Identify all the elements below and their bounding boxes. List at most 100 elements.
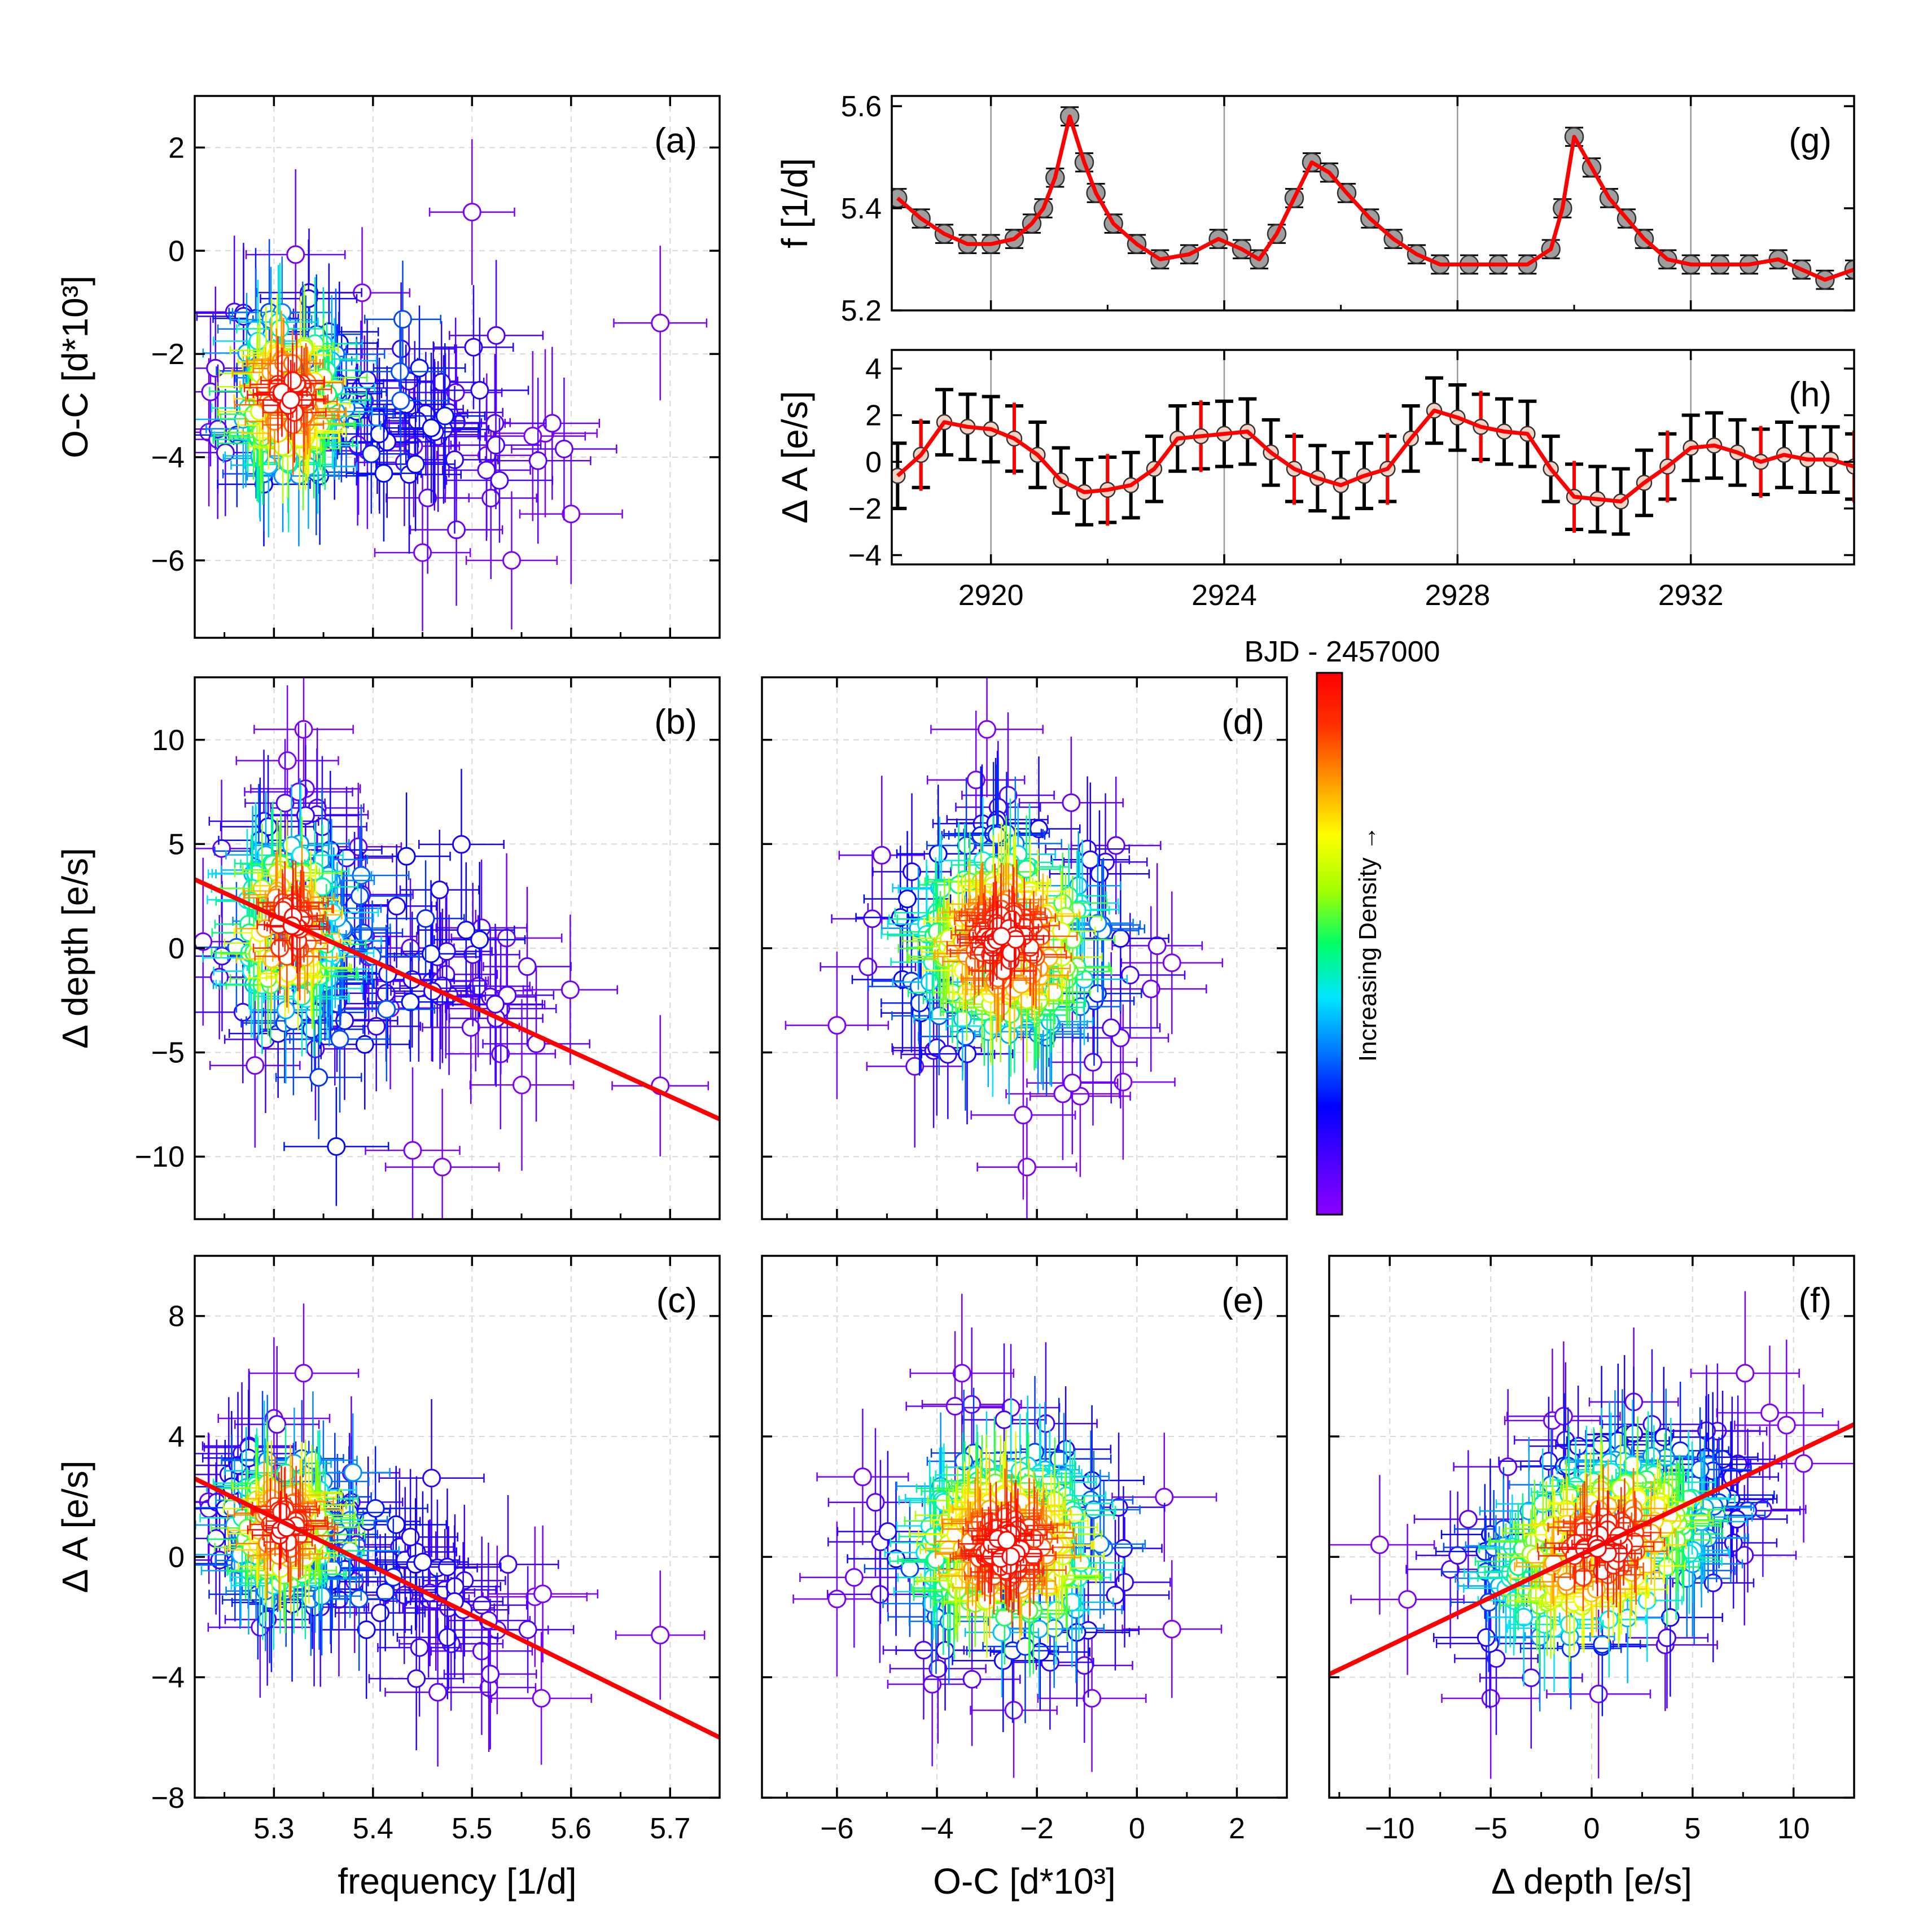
data-point bbox=[430, 317, 529, 463]
marker bbox=[1063, 1074, 1082, 1093]
marker bbox=[502, 551, 522, 570]
data-point bbox=[425, 883, 520, 1027]
marker bbox=[401, 992, 420, 1011]
marker bbox=[872, 845, 891, 865]
data-point bbox=[970, 1030, 1076, 1200]
data-point bbox=[289, 965, 391, 1113]
marker bbox=[1090, 864, 1109, 883]
y-tick-label: 5 bbox=[168, 828, 185, 861]
marker bbox=[1052, 922, 1071, 941]
data-point bbox=[404, 343, 486, 489]
data-point bbox=[1072, 967, 1169, 1109]
grid-d bbox=[762, 677, 1287, 1219]
data-point bbox=[433, 862, 526, 1018]
marker bbox=[291, 845, 310, 865]
marker bbox=[477, 461, 496, 480]
data-point bbox=[355, 312, 445, 431]
marker bbox=[437, 942, 456, 961]
marker bbox=[343, 1463, 362, 1482]
marker bbox=[403, 1141, 422, 1160]
marker bbox=[958, 1044, 977, 1063]
data-point bbox=[202, 1390, 295, 1527]
data-point bbox=[483, 887, 572, 1046]
marker bbox=[406, 454, 425, 474]
data-point bbox=[352, 327, 449, 474]
data-point bbox=[615, 1570, 706, 1700]
marker bbox=[432, 373, 451, 392]
y-tick-label: −2 bbox=[151, 338, 185, 371]
marker bbox=[349, 1589, 369, 1609]
data-point bbox=[445, 418, 554, 543]
marker bbox=[898, 890, 917, 909]
marker bbox=[998, 786, 1018, 805]
marker bbox=[957, 836, 976, 855]
panel-label-c: (c) bbox=[656, 1281, 697, 1320]
marker bbox=[560, 980, 580, 1000]
marker bbox=[246, 1056, 265, 1075]
marker bbox=[481, 1664, 500, 1684]
marker bbox=[371, 1604, 390, 1623]
data-point bbox=[433, 285, 514, 410]
marker bbox=[367, 1017, 386, 1036]
marker bbox=[651, 1626, 670, 1645]
marker bbox=[210, 967, 229, 987]
marker bbox=[1102, 1018, 1121, 1037]
marker bbox=[281, 391, 300, 410]
marker bbox=[461, 1018, 480, 1037]
data-point bbox=[363, 260, 442, 378]
data-point bbox=[613, 246, 708, 401]
y-axis-title-b: Δ depth [e/s] bbox=[55, 848, 95, 1049]
marker bbox=[401, 1527, 420, 1547]
data-point bbox=[930, 677, 1044, 798]
marker bbox=[472, 1596, 492, 1615]
data-point bbox=[384, 1618, 491, 1767]
data-point bbox=[375, 397, 456, 532]
data-point bbox=[511, 377, 617, 520]
marker bbox=[391, 391, 410, 410]
marker bbox=[956, 1027, 975, 1046]
marker bbox=[309, 1068, 328, 1087]
y-tick-label: −4 bbox=[151, 1662, 185, 1694]
plot-area-d bbox=[785, 677, 1224, 1219]
marker bbox=[1106, 836, 1125, 855]
y-axis-title-c: Δ A [e/s] bbox=[55, 1461, 95, 1593]
y-tick-label: −10 bbox=[135, 1141, 185, 1173]
marker bbox=[447, 520, 466, 540]
marker bbox=[268, 1415, 287, 1434]
marker bbox=[422, 418, 441, 437]
marker bbox=[294, 720, 313, 739]
marker bbox=[457, 921, 476, 940]
marker bbox=[393, 310, 413, 329]
marker bbox=[410, 358, 429, 378]
marker bbox=[278, 751, 297, 770]
data-point bbox=[362, 792, 451, 921]
marker bbox=[470, 380, 489, 400]
data-point bbox=[245, 169, 346, 340]
y-tick-label: −8 bbox=[151, 1782, 185, 1815]
marker bbox=[357, 1620, 376, 1639]
plot-area-c bbox=[195, 1303, 720, 1767]
data-point bbox=[469, 999, 575, 1171]
marker bbox=[452, 835, 471, 854]
data-point bbox=[442, 399, 531, 541]
marker bbox=[289, 782, 308, 801]
plot-area-b bbox=[195, 677, 720, 1219]
y-tick-label: 4 bbox=[168, 1421, 185, 1453]
data-point bbox=[449, 260, 544, 411]
marker bbox=[1120, 966, 1140, 985]
marker bbox=[410, 1638, 429, 1657]
data-point bbox=[447, 923, 544, 1085]
marker bbox=[518, 1620, 537, 1639]
marker bbox=[1062, 793, 1081, 812]
marker bbox=[532, 1689, 551, 1708]
marker bbox=[651, 313, 670, 332]
marker bbox=[354, 923, 373, 943]
data-point bbox=[417, 862, 515, 998]
y-tick-label: 8 bbox=[168, 1300, 185, 1333]
marker bbox=[270, 939, 290, 958]
marker bbox=[490, 471, 509, 490]
data-point bbox=[321, 1561, 413, 1699]
data-point bbox=[338, 937, 436, 1081]
marker bbox=[486, 995, 505, 1014]
fit-line bbox=[195, 1477, 720, 1740]
